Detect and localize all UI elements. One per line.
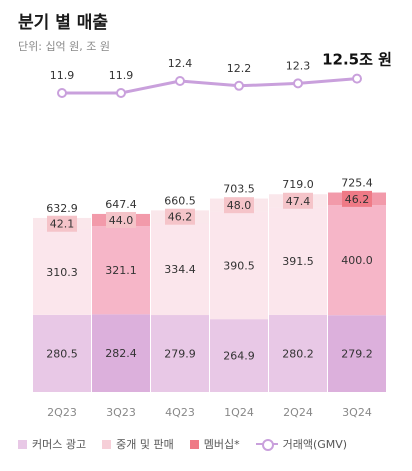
chart-title: 분기 별 매출 xyxy=(18,13,109,33)
legend-label-commerce-ads: 커머스 광고 xyxy=(32,438,87,451)
unit-note: 단위: 십억 원, 조 원 xyxy=(18,40,111,53)
membership-label-box xyxy=(47,215,77,232)
commerce-ads-value-label: 264.9 xyxy=(223,350,255,363)
total-value-label: 660.5 xyxy=(164,194,196,207)
commerce-ads-value-label: 282.4 xyxy=(105,347,137,360)
commerce-ads-value-label: 280.5 xyxy=(46,347,78,360)
legend-item-commerce-ads: 커머스 광고 xyxy=(18,436,86,452)
x-tick-label: 3Q24 xyxy=(342,406,372,419)
gmv-line xyxy=(62,77,358,95)
x-tick-label: 1Q24 xyxy=(224,406,254,419)
x-tick-label: 2Q23 xyxy=(47,406,77,419)
brokerage-value-label: 391.5 xyxy=(282,255,314,268)
brokerage-value-label: 400.0 xyxy=(341,254,373,267)
bar-brokerage xyxy=(33,229,91,315)
membership-label-box xyxy=(224,197,254,214)
brokerage-value-label: 334.4 xyxy=(164,263,196,276)
gmv-value-label: 12.4 xyxy=(168,57,193,70)
commerce-ads-value-label: 279.2 xyxy=(341,348,373,361)
brokerage-value-label: 321.1 xyxy=(105,264,137,277)
bar-commerce-ads xyxy=(210,319,268,392)
legend-label-gmv: 거래액(GMV) xyxy=(282,438,348,451)
commerce-ads-value-label: 279.9 xyxy=(164,348,196,361)
gmv-point xyxy=(116,88,126,98)
bar-brokerage xyxy=(151,223,209,316)
x-tick-label: 2Q24 xyxy=(283,406,313,419)
membership-label-box xyxy=(283,192,313,209)
brokerage-value-label: 390.5 xyxy=(223,259,255,272)
total-value-label: 647.4 xyxy=(105,198,137,211)
total-value-label: 703.5 xyxy=(223,183,255,196)
bar-brokerage xyxy=(269,207,327,315)
membership-value-label: 48.0 xyxy=(227,199,252,212)
gmv-point xyxy=(352,73,362,84)
gmv-value-label: 11.9 xyxy=(109,69,134,82)
legend-item-gmv: 거래액(GMV) xyxy=(255,436,348,452)
membership-value-label: 47.4 xyxy=(286,195,311,208)
chart-legend: 커머스 광고 중개 및 판매 멤버십* 거래액(GMV) xyxy=(18,436,408,452)
gmv-value-label: 12.5조 원 xyxy=(322,51,392,69)
x-tick-label: 4Q23 xyxy=(165,406,195,419)
gmv-point xyxy=(293,78,303,89)
bar-brokerage xyxy=(210,211,268,320)
bar-commerce-ads xyxy=(328,315,386,392)
gmv-point xyxy=(234,80,244,91)
x-tick-label: 3Q23 xyxy=(106,406,136,419)
gmv-value-label: 11.9 xyxy=(50,69,75,82)
membership-label-box xyxy=(106,211,136,228)
legend-swatch-membership xyxy=(189,439,199,449)
legend-swatch-brokerage xyxy=(102,439,112,449)
legend-swatch-gmv xyxy=(255,439,278,451)
bar-brokerage xyxy=(328,205,386,316)
gmv-value-label: 12.2 xyxy=(227,62,252,75)
bar-commerce-ads xyxy=(269,314,327,392)
bar-commerce-ads xyxy=(92,314,150,392)
membership-label-box xyxy=(342,190,372,207)
gmv-point xyxy=(57,88,67,98)
total-value-label: 632.9 xyxy=(46,202,78,215)
legend-item-brokerage: 중개 및 판매 xyxy=(102,436,174,452)
legend-label-brokerage: 중개 및 판매 xyxy=(116,438,174,451)
commerce-ads-value-label: 280.2 xyxy=(282,347,314,360)
gmv-point xyxy=(175,76,185,86)
membership-value-label: 42.1 xyxy=(50,218,75,231)
legend-swatch-commerce-ads xyxy=(18,439,27,449)
brokerage-value-label: 310.3 xyxy=(46,266,78,279)
bar-commerce-ads xyxy=(33,314,91,392)
legend-item-membership: 멤버십* xyxy=(189,436,240,452)
bar-commerce-ads xyxy=(151,315,209,392)
membership-value-label: 46.2 xyxy=(345,193,370,206)
total-value-label: 725.4 xyxy=(341,177,373,190)
membership-value-label: 44.0 xyxy=(109,214,134,227)
bar-brokerage xyxy=(92,226,150,315)
total-value-label: 719.0 xyxy=(282,178,314,191)
membership-value-label: 46.2 xyxy=(168,211,193,224)
legend-label-membership: 멤버십* xyxy=(203,438,240,451)
gmv-value-label: 12.3 xyxy=(286,59,311,72)
membership-label-box xyxy=(165,208,195,225)
